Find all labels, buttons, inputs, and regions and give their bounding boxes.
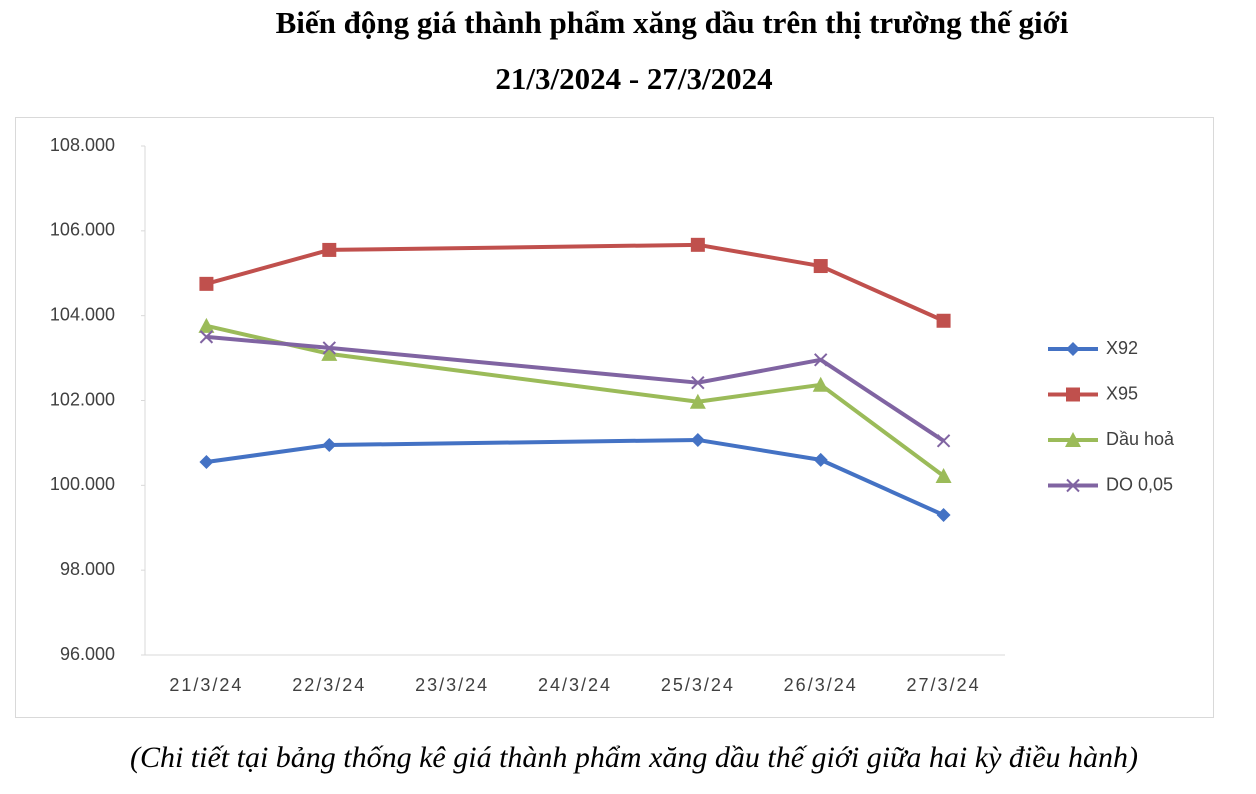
y-tick-label: 104.000 [50, 304, 115, 324]
line [697, 437, 945, 517]
marker [689, 393, 706, 409]
legend-marker [1066, 387, 1080, 402]
x-tick-label: 27/3/24 [907, 675, 981, 695]
x-tick-label: 23/3/24 [415, 675, 489, 695]
x-tick-label: 22/3/24 [292, 675, 366, 695]
line-connector [329, 437, 698, 448]
line [697, 357, 945, 443]
marker [690, 432, 705, 447]
line [205, 323, 330, 356]
legend-label: X95 [1106, 383, 1138, 403]
line [206, 443, 330, 464]
legend-label: X92 [1106, 338, 1138, 358]
marker [199, 330, 214, 344]
legend-marker [1066, 478, 1080, 493]
y-tick-label: 98.000 [60, 559, 115, 579]
line-connector [329, 345, 699, 385]
caption: (Chi tiết tại bảng thống kê giá thành ph… [130, 741, 1138, 774]
y-tick-label: 96.000 [60, 644, 115, 664]
marker [322, 438, 337, 453]
legend-marker [1065, 432, 1081, 447]
y-tick-label: 100.000 [50, 474, 115, 494]
chart-title: Biến động giá thành phẩm xăng dầu trên t… [276, 5, 1069, 40]
x-tick-label: 25/3/24 [661, 675, 735, 695]
marker [814, 353, 828, 367]
marker [935, 468, 952, 484]
y-tick-label: 108.000 [50, 135, 115, 155]
line [205, 247, 330, 286]
legend-marker [1066, 342, 1080, 356]
marker [199, 276, 214, 291]
marker [813, 452, 828, 467]
y-tick-label: 106.000 [50, 220, 115, 240]
x-tick-label: 21/3/24 [169, 675, 243, 695]
legend-label: Dầu hoả [1106, 429, 1175, 449]
marker [322, 341, 336, 355]
marker [199, 455, 214, 470]
legend-label: DO 0,05 [1106, 474, 1173, 494]
marker [322, 242, 337, 257]
line-connector [329, 351, 699, 404]
marker [691, 375, 705, 390]
line [206, 334, 330, 350]
line [697, 242, 945, 323]
marker [812, 376, 829, 392]
marker [813, 259, 828, 274]
marker [936, 508, 951, 523]
line-connector [329, 242, 698, 252]
marker [321, 345, 338, 361]
x-tick-label: 26/3/24 [784, 675, 858, 695]
chart-subtitle: 21/3/2024 - 27/3/2024 [495, 61, 772, 96]
marker [198, 317, 215, 333]
marker [690, 237, 705, 252]
marker [936, 313, 951, 328]
marker [936, 434, 951, 448]
y-tick-label: 102.000 [50, 389, 115, 409]
chart-frame [15, 117, 1214, 718]
x-tick-label: 24/3/24 [538, 675, 612, 695]
